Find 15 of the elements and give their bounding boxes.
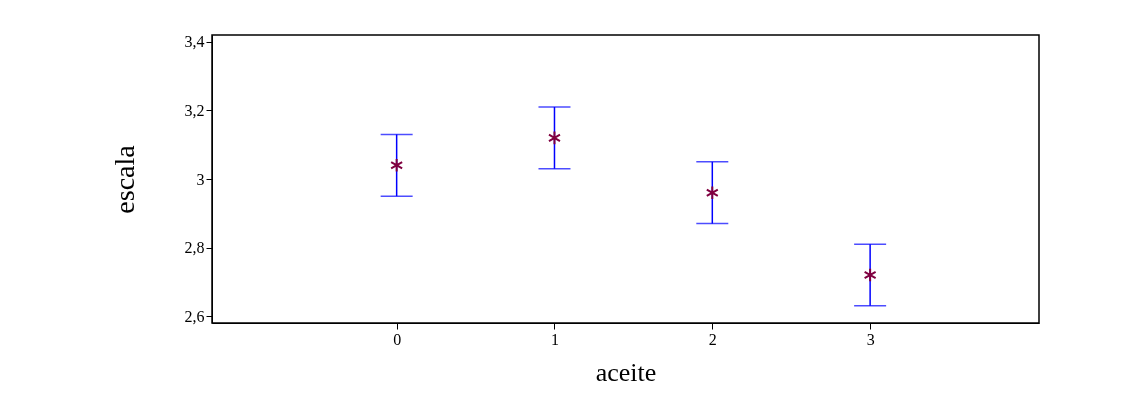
y-tick-label: 3,4 xyxy=(184,33,205,51)
y-tick-label: 2,6 xyxy=(184,307,205,325)
x-tick-label: 3 xyxy=(866,330,875,348)
y-tick-label: 2,8 xyxy=(184,239,205,257)
y-axis-title: escala xyxy=(108,144,140,214)
x-tick-label: 2 xyxy=(708,330,717,348)
point xyxy=(863,267,877,283)
y-tick-label: 3 xyxy=(196,170,205,188)
point xyxy=(390,157,404,173)
point xyxy=(705,185,719,201)
y-tick-label: 3,2 xyxy=(184,101,205,119)
x-tick-label: 1 xyxy=(550,330,559,348)
x-axis-title: aceite xyxy=(595,357,657,387)
point xyxy=(547,130,561,146)
x-tick-label: 0 xyxy=(393,330,402,348)
